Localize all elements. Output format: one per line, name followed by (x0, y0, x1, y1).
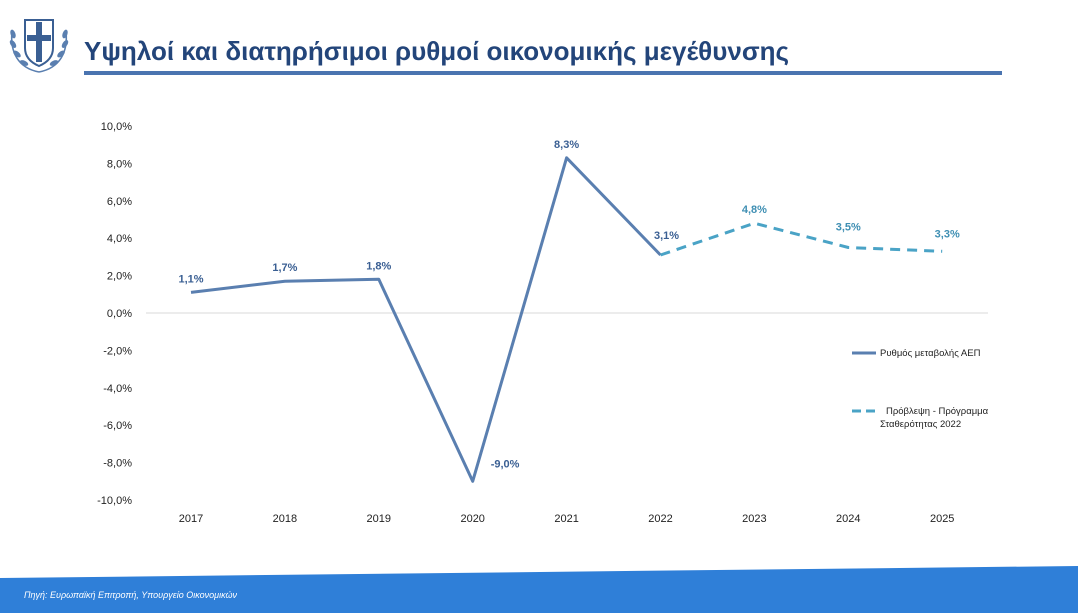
data-label: 1,7% (272, 262, 297, 274)
legend-forecast-label: Πρόβλεψη - Πρόγραμμα Σταθερότητας 2022 (880, 406, 989, 430)
x-tick-label: 2019 (367, 513, 391, 525)
data-label: 1,1% (178, 273, 203, 285)
y-tick-label: -10,0% (97, 495, 132, 507)
data-label: 3,5% (836, 222, 861, 234)
y-tick-label: 4,0% (107, 233, 132, 245)
title-divider (84, 71, 1002, 75)
y-tick-label: 8,0% (107, 158, 132, 170)
y-tick-label: 6,0% (107, 196, 132, 208)
data-label: 1,8% (366, 260, 391, 272)
y-tick-label: 2,0% (107, 271, 132, 283)
data-label: 8,3% (554, 139, 579, 151)
source-note: Πηγή: Ευρωπαϊκή Επιτροπή, Υπουργείο Οικο… (24, 590, 237, 600)
data-label: 4,8% (742, 204, 767, 216)
actual-series-line (190, 156, 662, 483)
y-axis-tick-labels: 10,0% 8,0% 6,0% 4,0% 2,0% 0,0% -2,0% -4,0% -6,0%… (97, 121, 132, 507)
y-tick-label: -8,0% (103, 458, 132, 470)
x-tick-label: 2024 (836, 513, 860, 525)
x-tick-label: 2018 (273, 513, 297, 525)
y-tick-label: -6,0% (103, 420, 132, 432)
legend-actual-label: Ρυθμός μεταβολής ΑΕΠ (880, 348, 981, 359)
x-tick-label: 2022 (648, 513, 672, 525)
y-tick-label: -4,0% (103, 383, 132, 395)
data-label: 3,3% (935, 228, 960, 240)
series-lines (190, 156, 943, 483)
y-tick-label: 0,0% (107, 308, 132, 320)
x-tick-label: 2021 (554, 513, 578, 525)
x-tick-label: 2020 (460, 513, 484, 525)
data-label: -9,0% (491, 458, 520, 470)
x-axis-tick-labels: 2017 2018 2019 2020 2021 2022 2023 2024 2025 (179, 513, 955, 525)
forecast-series-line (660, 221, 943, 257)
x-tick-label: 2025 (930, 513, 954, 525)
y-tick-label: -2,0% (103, 345, 132, 357)
x-tick-label: 2023 (742, 513, 766, 525)
legend: Ρυθμός μεταβολής ΑΕΠ Πρόβλεψη - Πρόγραμμα… (852, 348, 989, 430)
data-labels: 1,1% 1,7% 1,8% -9,0% 8,3% 3,1% 4,8% 3,5% 3,3% (178, 139, 959, 471)
x-tick-label: 2017 (179, 513, 203, 525)
y-tick-label: 10,0% (101, 121, 132, 133)
greek-coat-of-arms-icon (9, 19, 69, 73)
page-title: Υψηλοί και διατηρήσιμοι ρυθμοί οικονομικ… (84, 36, 790, 66)
data-label: 3,1% (654, 230, 679, 242)
